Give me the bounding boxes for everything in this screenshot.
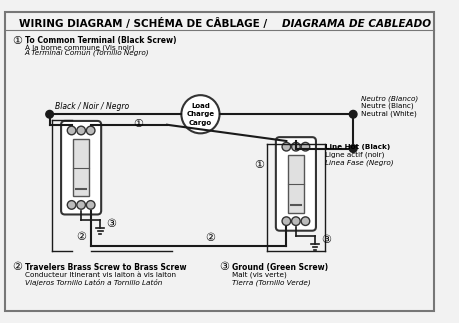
- Text: Ground (Green Screw): Ground (Green Screw): [231, 263, 327, 272]
- Text: ②: ②: [12, 262, 22, 272]
- Text: Ligne actif (noir): Ligne actif (noir): [324, 151, 383, 158]
- Text: DIAGRAMA DE CABLEADO: DIAGRAMA DE CABLEADO: [281, 19, 430, 28]
- Text: Neutro (Blanco): Neutro (Blanco): [360, 95, 417, 102]
- Text: A Terminal Común (Tornillo Negro): A Terminal Común (Tornillo Negro): [25, 50, 149, 57]
- Circle shape: [86, 126, 95, 135]
- Circle shape: [67, 201, 76, 209]
- Text: ①: ①: [254, 160, 264, 170]
- Text: ①: ①: [133, 119, 143, 129]
- Text: Viajeros Tornillo Latón a Tornillo Latón: Viajeros Tornillo Latón a Tornillo Latón: [25, 279, 162, 287]
- Circle shape: [86, 201, 95, 209]
- Text: ③: ③: [321, 235, 331, 245]
- Text: À la borne commune (Vis noir): À la borne commune (Vis noir): [25, 44, 134, 52]
- Circle shape: [77, 201, 85, 209]
- Text: ③: ③: [106, 219, 117, 229]
- Text: Line Hot (Black): Line Hot (Black): [324, 144, 389, 150]
- Bar: [288, 155, 303, 213]
- Circle shape: [46, 110, 53, 118]
- Text: Linea Fase (Negro): Linea Fase (Negro): [324, 159, 392, 166]
- Circle shape: [348, 145, 356, 152]
- Text: Malt (vis verte): Malt (vis verte): [231, 272, 286, 278]
- Text: Black / Noir / Negro: Black / Noir / Negro: [55, 102, 129, 111]
- Text: ①: ①: [12, 36, 22, 46]
- Circle shape: [181, 95, 219, 133]
- Text: To Common Terminal (Black Screw): To Common Terminal (Black Screw): [25, 36, 176, 45]
- Circle shape: [291, 142, 300, 151]
- Text: ②: ②: [76, 232, 86, 242]
- Text: Conducteur Itinerant vis laiton à vis laiton: Conducteur Itinerant vis laiton à vis la…: [25, 272, 175, 278]
- Text: Travelers Brass Screw to Brass Screw: Travelers Brass Screw to Brass Screw: [25, 263, 186, 272]
- Circle shape: [77, 126, 85, 135]
- Circle shape: [67, 126, 76, 135]
- FancyBboxPatch shape: [275, 137, 315, 231]
- Text: ②: ②: [205, 233, 214, 243]
- Text: WIRING DIAGRAM / SCHÉMA DE CÂBLAGE /: WIRING DIAGRAM / SCHÉMA DE CÂBLAGE /: [19, 18, 270, 29]
- Circle shape: [281, 217, 290, 225]
- Circle shape: [291, 217, 300, 225]
- Text: Neutre (Blanc): Neutre (Blanc): [360, 103, 413, 109]
- Text: Tierra (Tornillo Verde): Tierra (Tornillo Verde): [231, 279, 310, 286]
- Circle shape: [281, 142, 290, 151]
- Circle shape: [348, 110, 356, 118]
- Text: ③: ③: [219, 262, 229, 272]
- Bar: [73, 139, 89, 196]
- Circle shape: [301, 142, 309, 151]
- FancyBboxPatch shape: [61, 121, 101, 214]
- Text: Neutral (White): Neutral (White): [360, 110, 416, 117]
- Text: Load
Charge
Cargo: Load Charge Cargo: [186, 103, 214, 126]
- Circle shape: [301, 217, 309, 225]
